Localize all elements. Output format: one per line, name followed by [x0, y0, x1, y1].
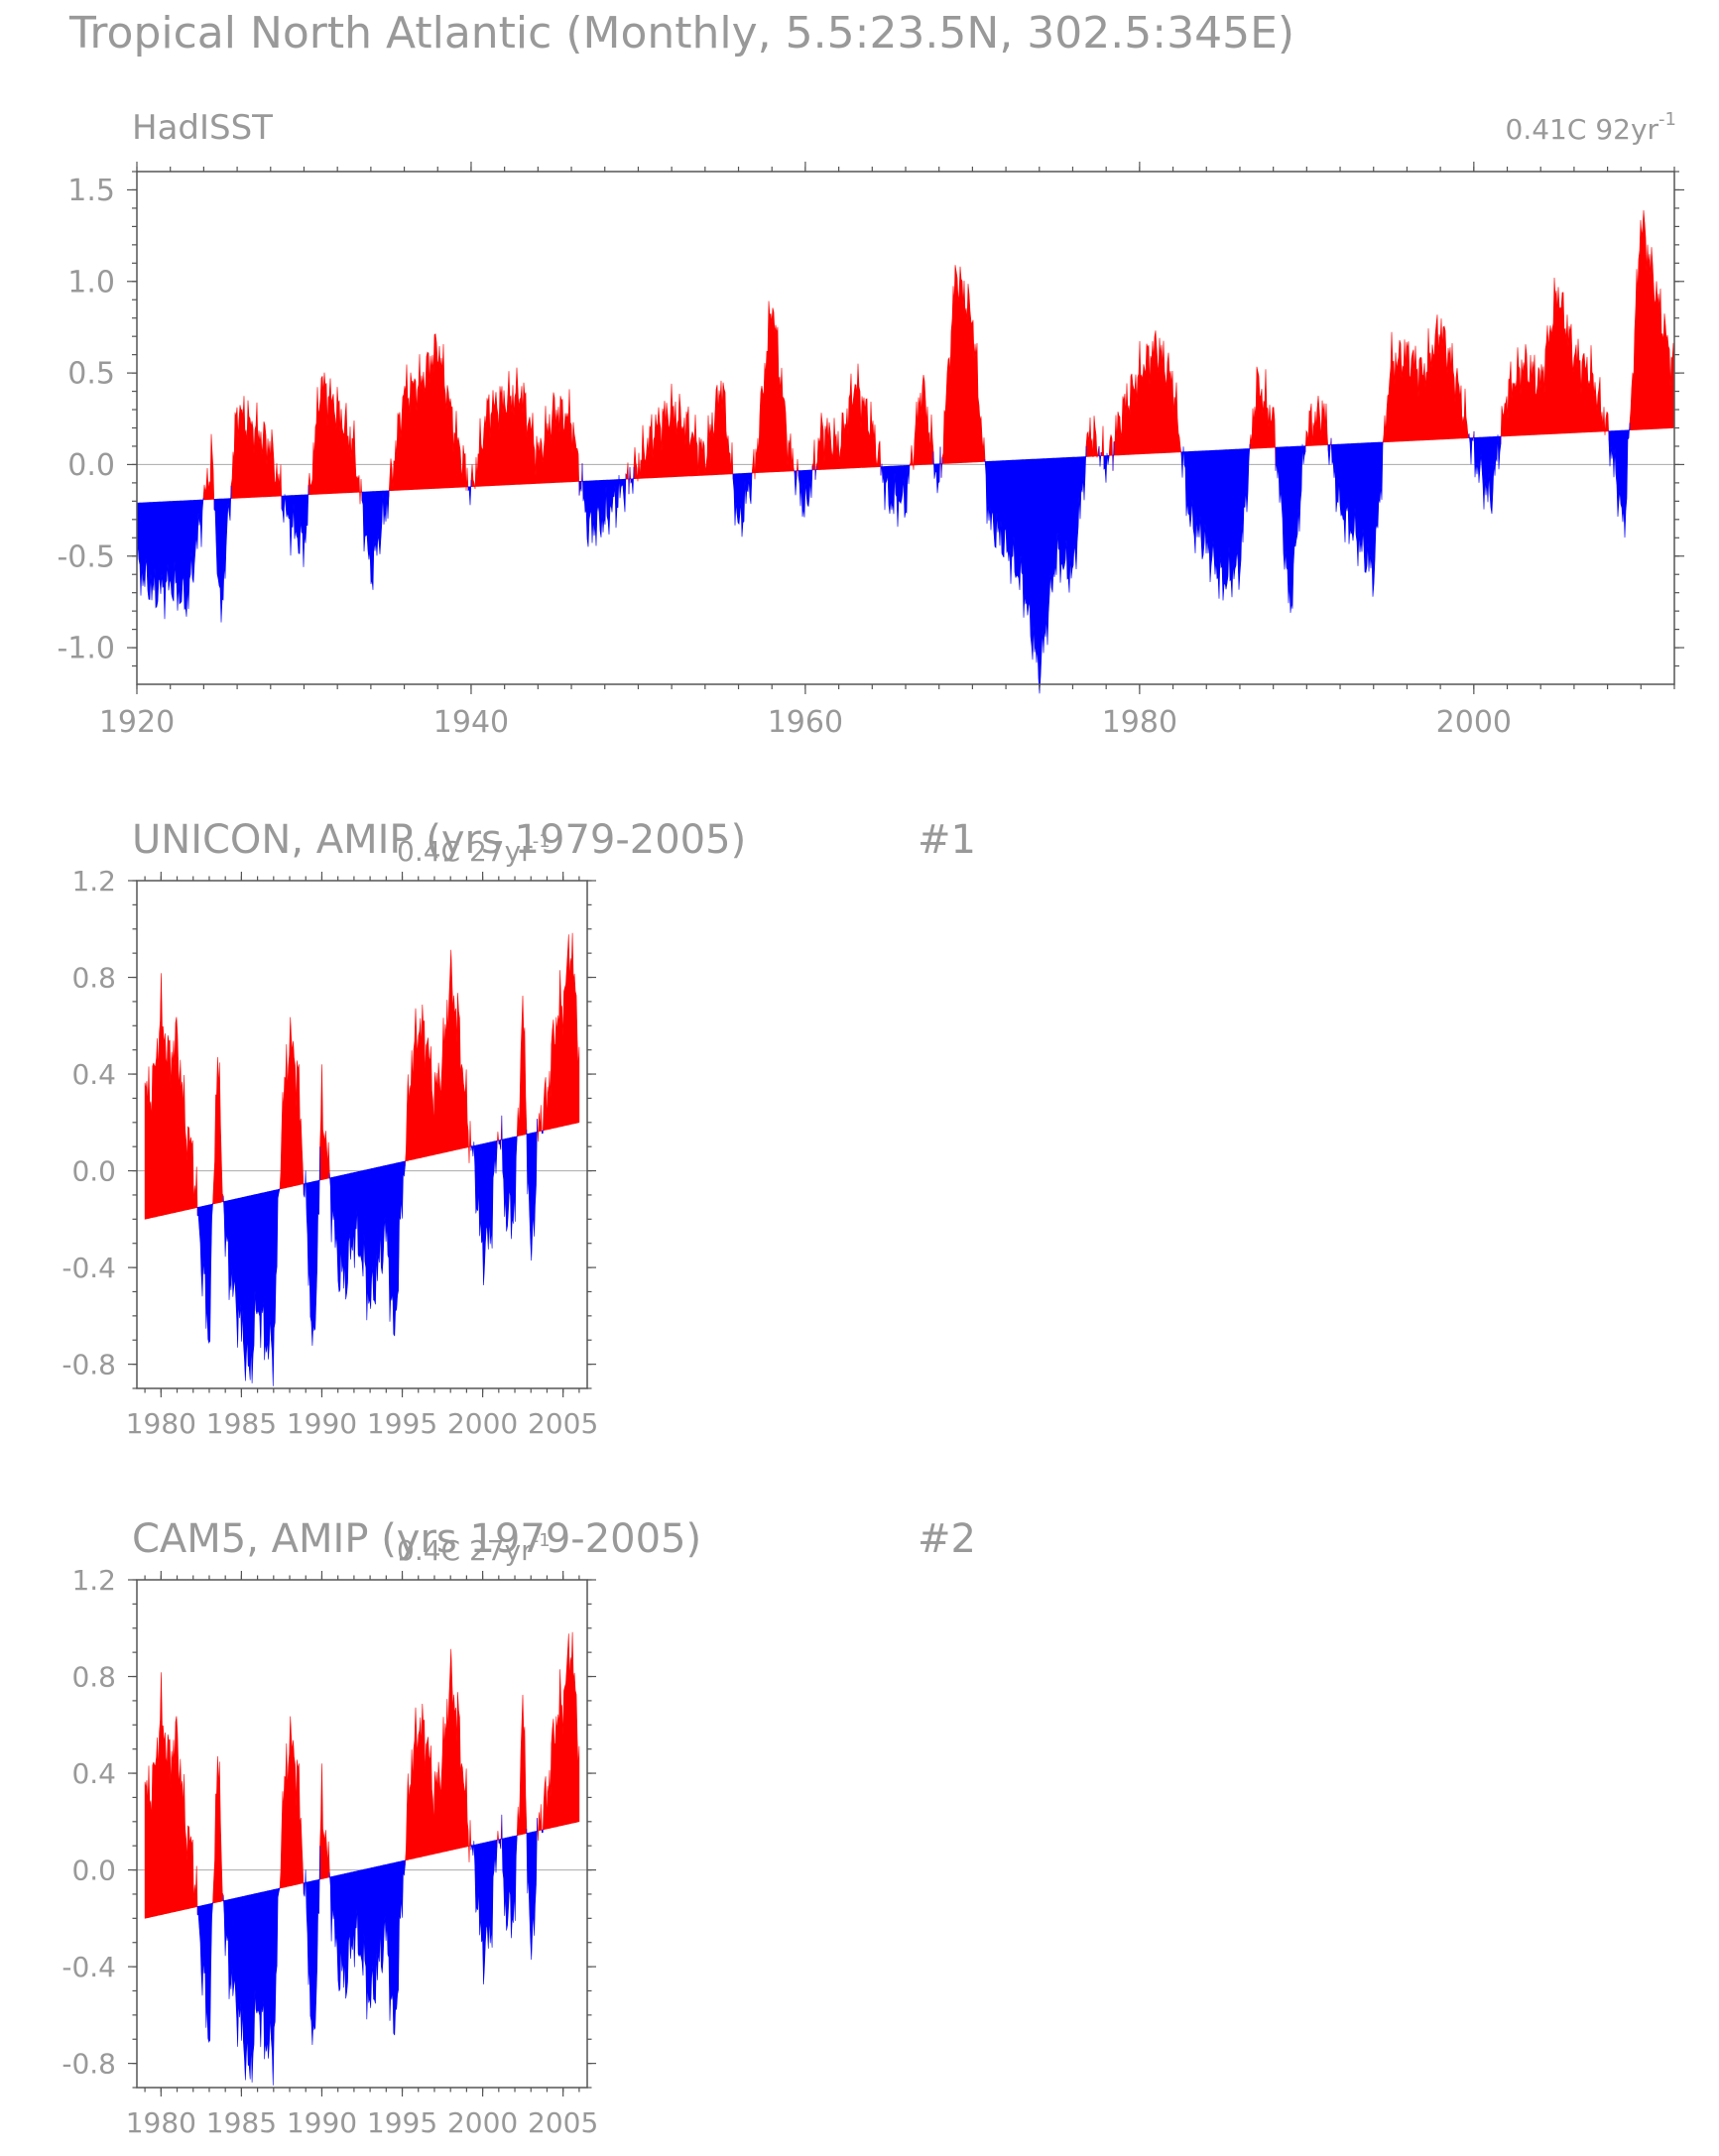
y-tick-label: 0.0 — [71, 1154, 116, 1187]
x-tick-label: 2000 — [1436, 705, 1512, 740]
x-tick-label: 1990 — [287, 1407, 357, 1440]
trend-label-text-2: 0.4C 27yr — [397, 1534, 533, 1567]
trend-label-sup-0: -1 — [1658, 109, 1676, 130]
panel-number-1: #1 — [918, 817, 976, 863]
trend-label-1: 0.4C 27yr-1 — [397, 831, 551, 868]
plot-frame — [136, 1579, 588, 2089]
y-tick-label: 0.8 — [71, 961, 116, 994]
y-tick-label: 1.2 — [71, 865, 116, 898]
x-tick-label: 1940 — [433, 705, 509, 740]
trend-label-sup-2: -1 — [533, 1530, 551, 1551]
panel-unicon: UNICON, AMIP (yrs 1979-2005) 0.4C 27yr-1… — [61, 817, 976, 1440]
panel-hadisst: HadISST 0.41C 92yr-1 -1.0 -0.5 0.0 0.5 1.0 1.… — [57, 108, 1684, 740]
y-tick-label: -0.4 — [61, 1951, 116, 1983]
y-tick-label: 0.8 — [71, 1660, 116, 1693]
y-tick-label: -0.4 — [61, 1252, 116, 1284]
plot-area-1: -0.8 -0.4 0.0 0.4 0.8 1.2 1980 1985 1990 1995 2000… — [61, 865, 598, 1440]
y-tick-label: 1.0 — [67, 265, 115, 299]
x-tick-label: 2005 — [528, 1407, 598, 1440]
trend-label-text-0: 0.41C 92yr — [1506, 113, 1659, 146]
panel-cam5: CAM5, AMIP (yrs 1979-2005) 0.4C 27yr-1 #… — [61, 1516, 976, 2139]
x-tick-label: 1985 — [206, 1407, 277, 1440]
y-tick-label: 0.5 — [67, 357, 115, 392]
x-tick-label: 1960 — [768, 705, 843, 740]
y-tick-label: 1.5 — [67, 174, 115, 208]
y-tick-label: -0.5 — [57, 539, 115, 574]
x-tick-label: 2000 — [447, 1407, 518, 1440]
y-tick-label: 0.0 — [67, 448, 115, 483]
trend-label-text-1: 0.4C 27yr — [397, 835, 533, 868]
y-tick-label: 0.4 — [71, 1058, 116, 1091]
plot-frame — [136, 880, 588, 1389]
y-tick-label: 0.0 — [71, 1854, 116, 1886]
y-tick-label: -1.0 — [57, 632, 115, 666]
x-tick-label: 2000 — [447, 2106, 518, 2139]
panel-title-1: UNICON, AMIP (yrs 1979-2005) — [132, 817, 746, 863]
y-tick-label: -0.8 — [61, 2047, 116, 2080]
x-tick-label: 1985 — [206, 2106, 277, 2139]
x-tick-label: 1980 — [126, 1407, 196, 1440]
panel-title-2: CAM5, AMIP (yrs 1979-2005) — [132, 1516, 701, 1562]
negative-anomaly-fill — [136, 422, 1631, 694]
panel-title-0: HadISST — [132, 108, 273, 148]
negative-anomaly-fill — [196, 1814, 544, 2086]
plot-area-0: -1.0 -0.5 0.0 0.5 1.0 1.5 1920 1940 1960 1980 2000 — [57, 162, 1684, 740]
panel-number-2: #2 — [918, 1516, 976, 1562]
x-tick-label: 1990 — [287, 2106, 357, 2139]
x-tick-label: 1995 — [367, 1407, 437, 1440]
plot-area-2: -0.8 -0.4 0.0 0.4 0.8 1.2 1980 1985 1990 1995 2000… — [61, 1564, 598, 2139]
trend-label-sup-1: -1 — [533, 831, 551, 852]
y-tick-label: -0.8 — [61, 1348, 116, 1380]
x-tick-label: 1995 — [367, 2106, 437, 2139]
negative-anomaly-fill — [196, 1115, 544, 1386]
x-tick-label: 1920 — [99, 705, 175, 740]
page-title: Tropical North Atlantic (Monthly, 5.5:23… — [68, 8, 1294, 59]
x-tick-label: 2005 — [528, 2106, 598, 2139]
trend-label-0: 0.41C 92yr-1 — [1506, 109, 1676, 146]
x-tick-label: 1980 — [1102, 705, 1177, 740]
y-tick-label: 0.4 — [71, 1757, 116, 1790]
y-tick-label: 1.2 — [71, 1564, 116, 1597]
positive-anomaly-fill — [202, 209, 1675, 510]
trend-label-2: 0.4C 27yr-1 — [397, 1530, 551, 1567]
x-tick-label: 1980 — [126, 2106, 196, 2139]
